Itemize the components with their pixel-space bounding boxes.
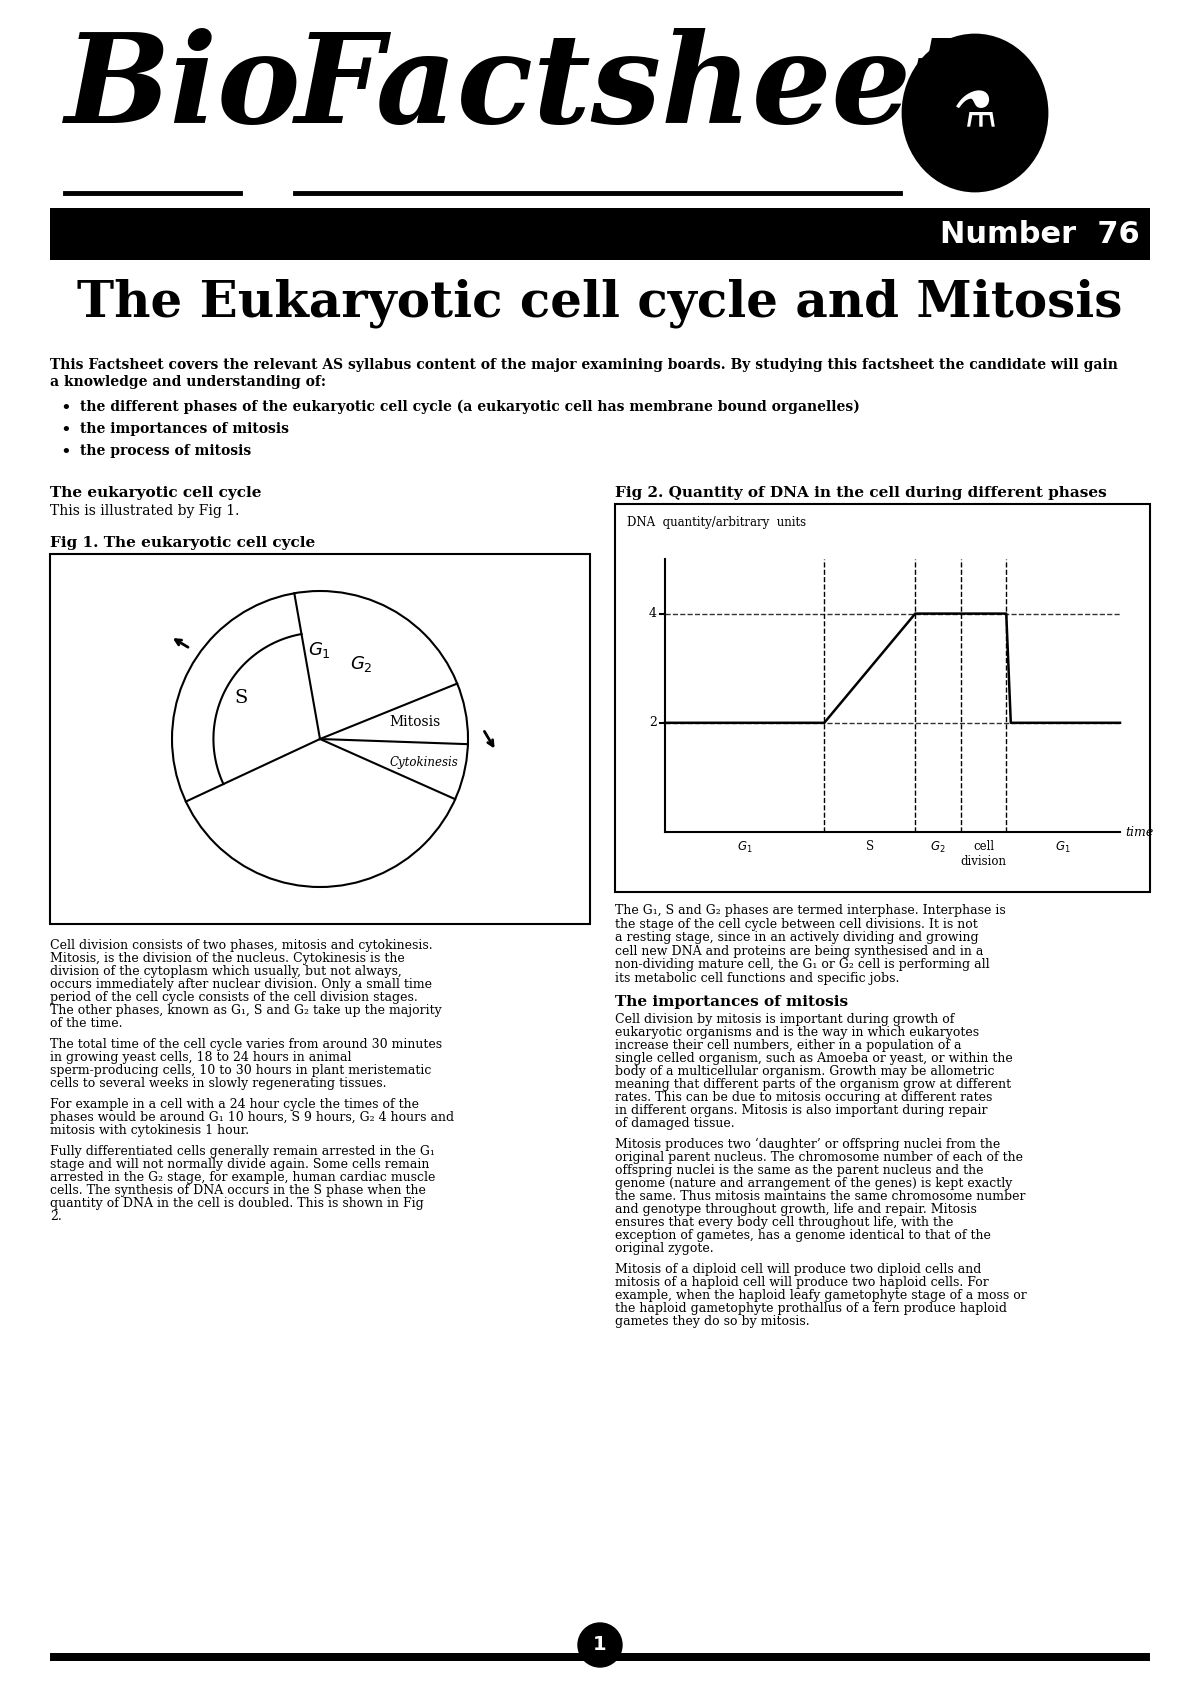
Text: $G_2$: $G_2$ xyxy=(930,841,946,856)
Bar xyxy=(50,207,1150,260)
Text: division of the cytoplasm which usually, but not always,: division of the cytoplasm which usually,… xyxy=(50,964,402,978)
Text: a knowledge and understanding of:: a knowledge and understanding of: xyxy=(50,375,326,389)
Text: $G_1$: $G_1$ xyxy=(308,640,331,661)
Text: the process of mitosis: the process of mitosis xyxy=(80,443,251,458)
Bar xyxy=(50,1652,1150,1661)
Text: Number  76: Number 76 xyxy=(941,219,1140,248)
Text: Cell division by mitosis is important during growth of: Cell division by mitosis is important du… xyxy=(616,1014,954,1026)
Text: cell
division: cell division xyxy=(960,841,1007,868)
Circle shape xyxy=(578,1623,622,1667)
Text: increase their cell numbers, either in a population of a: increase their cell numbers, either in a… xyxy=(616,1039,961,1053)
Text: the importances of mitosis: the importances of mitosis xyxy=(80,423,289,436)
Text: 1: 1 xyxy=(593,1635,607,1654)
Text: ensures that every body cell throughout life, with the: ensures that every body cell throughout … xyxy=(616,1216,953,1229)
Text: the stage of the cell cycle between cell divisions. It is not: the stage of the cell cycle between cell… xyxy=(616,917,978,931)
Text: Cell division consists of two phases, mitosis and cytokinesis.: Cell division consists of two phases, mi… xyxy=(50,939,433,953)
Text: Mitosis: Mitosis xyxy=(389,715,440,730)
Text: gametes they do so by mitosis.: gametes they do so by mitosis. xyxy=(616,1314,810,1328)
Text: Mitosis, is the division of the nucleus. Cytokinesis is the: Mitosis, is the division of the nucleus.… xyxy=(50,953,404,964)
Text: The total time of the cell cycle varies from around 30 minutes: The total time of the cell cycle varies … xyxy=(50,1037,442,1051)
Text: cell new DNA and proteins are being synthesised and in a: cell new DNA and proteins are being synt… xyxy=(616,944,983,958)
Text: Cytokinesis: Cytokinesis xyxy=(390,757,458,769)
Text: body of a multicellular organism. Growth may be allometric: body of a multicellular organism. Growth… xyxy=(616,1065,995,1078)
Text: phases would be around G₁ 10 hours, S 9 hours, G₂ 4 hours and: phases would be around G₁ 10 hours, S 9 … xyxy=(50,1110,454,1124)
Text: The G₁, S and G₂ phases are termed interphase. Interphase is: The G₁, S and G₂ phases are termed inter… xyxy=(616,903,1006,917)
Text: quantity of DNA in the cell is doubled. This is shown in Fig: quantity of DNA in the cell is doubled. … xyxy=(50,1197,424,1211)
Text: This Factsheet covers the relevant AS syllabus content of the major examining bo: This Factsheet covers the relevant AS sy… xyxy=(50,358,1118,372)
Text: original parent nucleus. The chromosome number of each of the: original parent nucleus. The chromosome … xyxy=(616,1151,1022,1165)
Text: arrested in the G₂ stage, for example, human cardiac muscle: arrested in the G₂ stage, for example, h… xyxy=(50,1172,436,1184)
Text: original zygote.: original zygote. xyxy=(616,1241,714,1255)
Text: and genotype throughout growth, life and repair. Mitosis: and genotype throughout growth, life and… xyxy=(616,1202,977,1216)
Text: The eukaryotic cell cycle: The eukaryotic cell cycle xyxy=(50,486,262,499)
Text: cells. The synthesis of DNA occurs in the S phase when the: cells. The synthesis of DNA occurs in th… xyxy=(50,1184,426,1197)
Ellipse shape xyxy=(904,36,1046,190)
Text: of the time.: of the time. xyxy=(50,1017,122,1031)
Text: Fully differentiated cells generally remain arrested in the G₁: Fully differentiated cells generally rem… xyxy=(50,1144,434,1158)
Text: the same. Thus mitosis maintains the same chromosome number: the same. Thus mitosis maintains the sam… xyxy=(616,1190,1026,1202)
Text: eukaryotic organisms and is the way in which eukaryotes: eukaryotic organisms and is the way in w… xyxy=(616,1026,979,1039)
Text: $G_2$: $G_2$ xyxy=(350,654,373,674)
Text: Fig 2. Quantity of DNA in the cell during different phases: Fig 2. Quantity of DNA in the cell durin… xyxy=(616,486,1106,499)
Text: rates. This can be due to mitosis occuring at different rates: rates. This can be due to mitosis occuri… xyxy=(616,1092,992,1104)
Text: DNA  quantity/arbitrary  units: DNA quantity/arbitrary units xyxy=(628,516,806,530)
Text: Bio: Bio xyxy=(65,27,301,149)
Text: the different phases of the eukaryotic cell cycle (a eukaryotic cell has membran: the different phases of the eukaryotic c… xyxy=(80,401,860,414)
Text: The Eukaryotic cell cycle and Mitosis: The Eukaryotic cell cycle and Mitosis xyxy=(77,278,1123,328)
Text: in growing yeast cells, 18 to 24 hours in animal: in growing yeast cells, 18 to 24 hours i… xyxy=(50,1051,352,1065)
Text: Mitosis produces two ‘daughter’ or offspring nuclei from the: Mitosis produces two ‘daughter’ or offsp… xyxy=(616,1138,1001,1151)
Text: of damaged tissue.: of damaged tissue. xyxy=(616,1117,734,1129)
Text: 2.: 2. xyxy=(50,1211,61,1223)
Text: non-dividing mature cell, the G₁ or G₂ cell is performing all: non-dividing mature cell, the G₁ or G₂ c… xyxy=(616,958,990,971)
Text: offspring nuclei is the same as the parent nucleus and the: offspring nuclei is the same as the pare… xyxy=(616,1165,984,1177)
Text: a resting stage, since in an actively dividing and growing: a resting stage, since in an actively di… xyxy=(616,931,979,944)
Text: •: • xyxy=(60,423,71,440)
Text: time: time xyxy=(1126,825,1153,839)
Bar xyxy=(50,554,590,924)
Text: S: S xyxy=(235,689,248,706)
Text: 2: 2 xyxy=(649,717,658,730)
Text: cells to several weeks in slowly regenerating tissues.: cells to several weeks in slowly regener… xyxy=(50,1077,386,1090)
Text: example, when the haploid leafy gametophyte stage of a moss or: example, when the haploid leafy gametoph… xyxy=(616,1289,1027,1302)
Text: •: • xyxy=(60,401,71,418)
Text: occurs immediately after nuclear division. Only a small time: occurs immediately after nuclear divisio… xyxy=(50,978,432,992)
Text: $G_1$: $G_1$ xyxy=(1055,841,1070,856)
Text: its metabolic cell functions and specific jobs.: its metabolic cell functions and specifi… xyxy=(616,971,899,985)
Text: meaning that different parts of the organism grow at different: meaning that different parts of the orga… xyxy=(616,1078,1012,1092)
Text: the haploid gametophyte prothallus of a fern produce haploid: the haploid gametophyte prothallus of a … xyxy=(616,1302,1007,1314)
Text: period of the cell cycle consists of the cell division stages.: period of the cell cycle consists of the… xyxy=(50,992,418,1004)
Text: Mitosis of a diploid cell will produce two diploid cells and: Mitosis of a diploid cell will produce t… xyxy=(616,1263,982,1275)
Text: genome (nature and arrangement of the genes) is kept exactly: genome (nature and arrangement of the ge… xyxy=(616,1177,1013,1190)
Text: Fig 1. The eukaryotic cell cycle: Fig 1. The eukaryotic cell cycle xyxy=(50,537,316,550)
Text: Factsheet: Factsheet xyxy=(295,27,970,149)
Text: For example in a cell with a 24 hour cycle the times of the: For example in a cell with a 24 hour cyc… xyxy=(50,1099,419,1110)
Text: stage and will not normally divide again. Some cells remain: stage and will not normally divide again… xyxy=(50,1158,430,1172)
Text: single celled organism, such as Amoeba or yeast, or within the: single celled organism, such as Amoeba o… xyxy=(616,1053,1013,1065)
Text: $G_1$: $G_1$ xyxy=(737,841,752,856)
Text: This is illustrated by Fig 1.: This is illustrated by Fig 1. xyxy=(50,504,239,518)
Text: 4: 4 xyxy=(649,608,658,620)
Text: The other phases, known as G₁, S and G₂ take up the majority: The other phases, known as G₁, S and G₂ … xyxy=(50,1004,442,1017)
Text: •: • xyxy=(60,443,71,462)
Text: ⚗: ⚗ xyxy=(953,88,997,138)
Text: mitosis of a haploid cell will produce two haploid cells. For: mitosis of a haploid cell will produce t… xyxy=(616,1275,989,1289)
Text: mitosis with cytokinesis 1 hour.: mitosis with cytokinesis 1 hour. xyxy=(50,1124,250,1138)
Text: S: S xyxy=(865,841,874,852)
Text: The importances of mitosis: The importances of mitosis xyxy=(616,995,848,1009)
Text: sperm-producing cells, 10 to 30 hours in plant meristematic: sperm-producing cells, 10 to 30 hours in… xyxy=(50,1065,431,1077)
Bar xyxy=(616,504,1150,891)
Text: in different organs. Mitosis is also important during repair: in different organs. Mitosis is also imp… xyxy=(616,1104,988,1117)
Text: exception of gametes, has a genome identical to that of the: exception of gametes, has a genome ident… xyxy=(616,1229,991,1241)
